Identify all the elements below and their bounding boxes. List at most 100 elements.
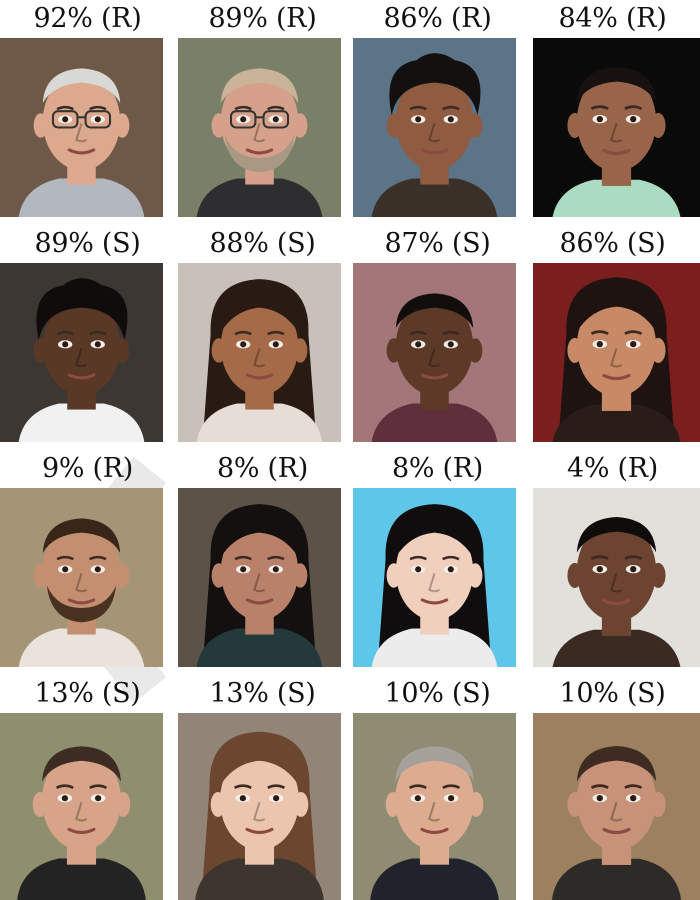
pupil	[239, 795, 246, 802]
pupil	[596, 566, 603, 573]
nose	[610, 123, 623, 143]
nose	[610, 802, 623, 822]
pupil	[630, 341, 637, 348]
face-cell: 89% (R)	[175, 0, 350, 225]
face-score-label: 92% (R)	[33, 2, 142, 34]
face-score-label: 86% (R)	[383, 2, 492, 34]
pupil	[447, 566, 454, 573]
hair	[220, 293, 299, 333]
face-cell: 9% (R)	[0, 450, 175, 675]
face	[42, 750, 121, 851]
portrait-image	[0, 38, 163, 217]
pupil	[415, 566, 422, 573]
portrait-image	[353, 488, 516, 667]
shirt	[17, 858, 146, 900]
hair	[220, 68, 299, 104]
eyebrow	[89, 330, 107, 336]
face	[395, 72, 474, 171]
face-cell: 87% (S)	[350, 225, 525, 450]
pupil	[240, 566, 247, 573]
glasses-lens	[229, 110, 257, 129]
pupil	[62, 116, 69, 123]
hair	[36, 278, 128, 341]
nose	[253, 348, 266, 368]
eyebrow	[234, 555, 252, 561]
face	[395, 522, 474, 621]
pupil	[94, 116, 101, 123]
portrait-image	[353, 263, 516, 442]
eyebrow	[624, 784, 643, 789]
face-photo	[0, 488, 163, 667]
face	[220, 750, 299, 851]
face	[576, 521, 657, 622]
hair	[576, 66, 657, 103]
face-photo	[178, 263, 341, 442]
eyebrow	[234, 330, 252, 336]
face-photo	[178, 713, 341, 900]
portrait-image	[178, 263, 341, 442]
pupil	[272, 566, 279, 573]
face-score-label: 10% (S)	[384, 677, 491, 709]
pupil	[630, 116, 637, 123]
eyebrow	[267, 555, 285, 561]
pupil	[596, 341, 603, 348]
shirt	[196, 403, 323, 442]
glasses-lens	[51, 110, 79, 129]
eyebrow	[442, 555, 460, 561]
face	[576, 750, 657, 851]
pupil	[61, 795, 68, 802]
face	[576, 71, 657, 172]
face-photo	[353, 263, 516, 442]
pupil	[414, 795, 421, 802]
nose	[428, 802, 441, 822]
mouth	[67, 148, 96, 155]
shirt	[18, 178, 145, 217]
face-cell: 92% (R)	[0, 0, 175, 225]
shirt	[371, 628, 498, 667]
eyebrow	[590, 555, 609, 560]
pupil	[273, 795, 280, 802]
pupil	[447, 341, 454, 348]
face-photo	[178, 488, 341, 667]
pupil	[94, 566, 101, 573]
shirt	[371, 403, 498, 442]
eyebrow	[590, 784, 609, 789]
face-score-label: 84% (R)	[558, 2, 667, 34]
pupil	[415, 341, 422, 348]
face-score-label: 89% (R)	[208, 2, 317, 34]
mouth	[420, 373, 449, 380]
pupil	[240, 341, 247, 348]
face	[220, 72, 299, 171]
nose	[428, 123, 441, 143]
face-cell: 86% (R)	[350, 0, 525, 225]
face-cell: 10% (S)	[525, 675, 700, 900]
mouth	[245, 827, 274, 835]
mouth	[602, 148, 631, 156]
hair	[42, 68, 121, 104]
mouth	[245, 598, 274, 605]
eyebrow	[234, 105, 252, 111]
pupil	[62, 566, 69, 573]
mouth	[67, 827, 96, 835]
pupil	[415, 116, 422, 123]
hair	[576, 745, 657, 782]
eyebrow	[233, 784, 252, 789]
face-score-label: 4% (R)	[566, 452, 658, 484]
shirt	[196, 628, 323, 667]
face	[576, 296, 657, 397]
eyebrow	[624, 555, 643, 560]
hair	[389, 53, 481, 116]
face-photo	[533, 38, 700, 217]
mouth	[67, 373, 96, 380]
mouth	[245, 148, 274, 155]
nose	[428, 573, 441, 593]
face-score-label: 8% (R)	[216, 452, 308, 484]
portrait-image	[533, 38, 700, 217]
eyebrow	[442, 330, 460, 336]
mouth	[420, 598, 449, 605]
face	[220, 522, 299, 621]
hair	[220, 746, 299, 786]
portrait-image	[0, 488, 163, 667]
pupil	[448, 795, 455, 802]
